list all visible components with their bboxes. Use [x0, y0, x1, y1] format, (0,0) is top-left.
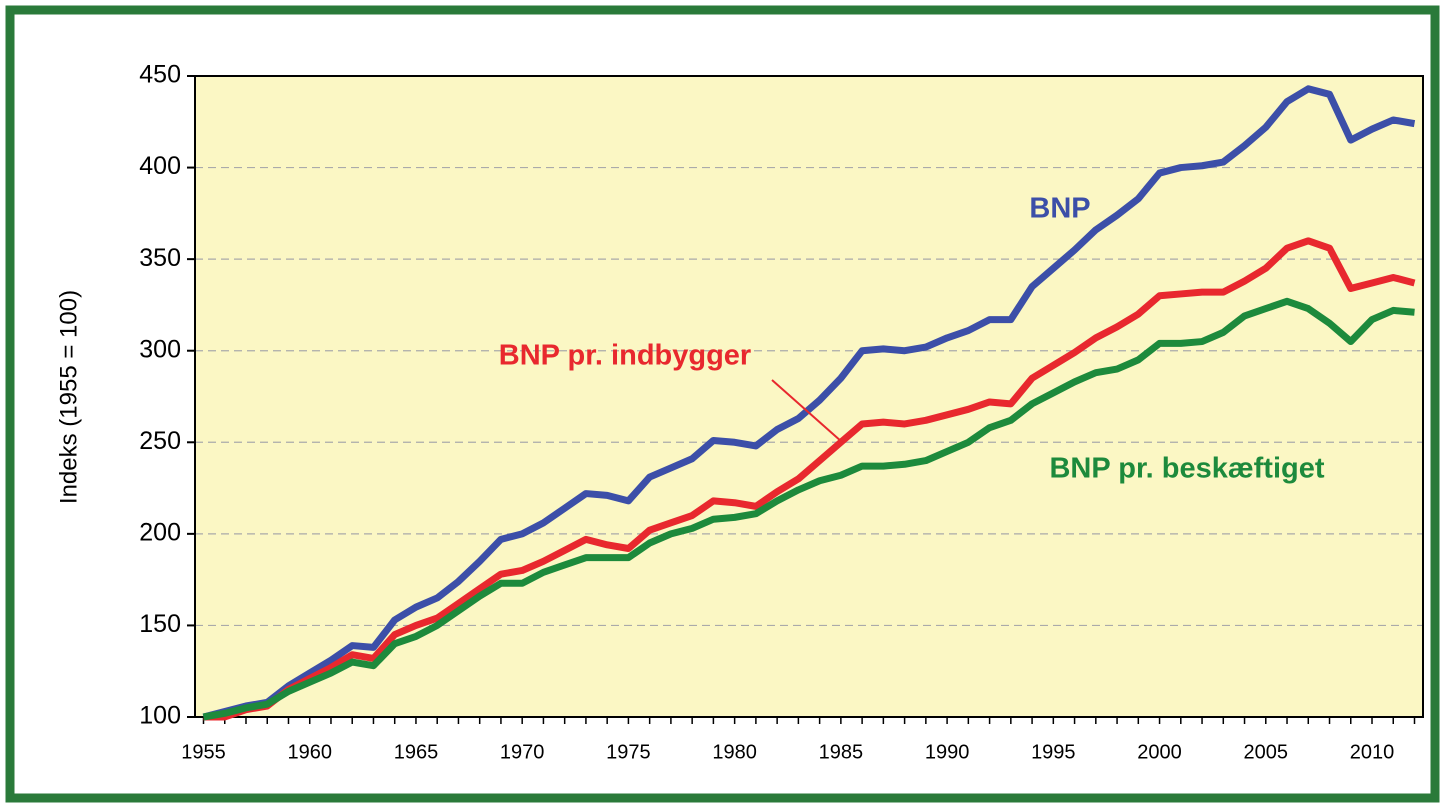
series-label: BNP pr. indbygger [499, 340, 751, 372]
leader-line [771, 379, 843, 443]
x-tick-label: 2005 [1244, 741, 1289, 763]
y-tick-label: 300 [139, 335, 181, 363]
x-tick-label: 1985 [819, 741, 864, 763]
x-tick-label: 2010 [1350, 741, 1395, 763]
y-tick-label: 400 [139, 152, 181, 180]
series-line [202, 297, 1415, 721]
y-axis-label: Indeks (1955 = 100) [55, 290, 82, 504]
x-tick-label: 1975 [606, 741, 651, 763]
y-tick-label: 150 [139, 610, 181, 638]
x-tick-label: 1970 [500, 741, 545, 763]
x-tick-label: 1965 [394, 741, 439, 763]
y-tick-label: 350 [139, 244, 181, 272]
y-tick-label: 100 [139, 702, 181, 730]
y-tick-label: 450 [139, 61, 181, 89]
y-tick-label: 200 [139, 518, 181, 546]
plot-area [195, 76, 1423, 717]
series-line [202, 85, 1416, 721]
x-tick-label: 1955 [181, 741, 226, 763]
x-tick-label: 1990 [925, 741, 970, 763]
series-line [203, 237, 1416, 721]
series-label: BNP pr. beskæftiget [1049, 453, 1324, 485]
x-tick-label: 1995 [1031, 741, 1076, 763]
x-tick-label: 1960 [287, 741, 332, 763]
series-label: BNP [1029, 193, 1090, 225]
x-tick-label: 1980 [712, 741, 757, 763]
plot-border [194, 75, 1424, 718]
x-tick-label: 2000 [1137, 741, 1182, 763]
y-tick-label: 250 [139, 427, 181, 455]
